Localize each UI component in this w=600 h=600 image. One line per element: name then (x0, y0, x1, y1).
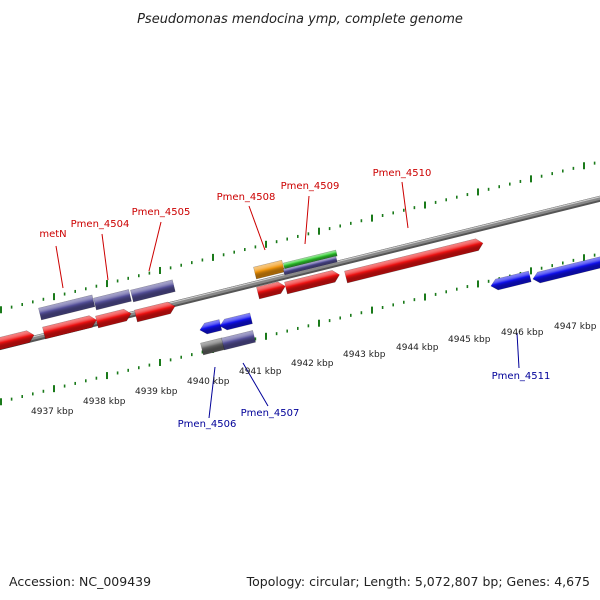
cog-pmen-4504-shade (93, 289, 132, 310)
cog-pmen-4509-purple-shade (283, 256, 338, 275)
cds-pmen-4511-shade (491, 271, 532, 290)
kbp-label: 4939 kbp (135, 387, 178, 397)
cds-pmen-4509 (284, 270, 340, 295)
kbp-label: 4946 kbp (501, 328, 544, 338)
cds-pmen-4504-shade (42, 315, 97, 339)
kbp-label: 4937 kbp (31, 407, 74, 417)
cds-pmen-4506-shade (200, 319, 222, 334)
kbp-label: 4942 kbp (291, 359, 334, 369)
leader-line-pmen-4511 (516, 332, 520, 369)
leader-line-pmen-4508 (248, 205, 266, 251)
kbp-label: 4944 kbp (396, 343, 439, 353)
gene-label-pmen-4508[interactable]: Pmen_4508 (217, 192, 276, 203)
leader-line-pmen-4506 (208, 366, 216, 419)
cds-pmen-4508 (256, 281, 286, 300)
cds-pmen-4504b-shade (95, 309, 131, 328)
gene-label-pmen-4510[interactable]: Pmen_4510 (373, 168, 432, 179)
cds-pmen-4507-shade (220, 312, 253, 330)
cog-metn (38, 294, 96, 321)
leader-line-pmen-4507 (242, 362, 269, 407)
cog-pmen-4507 (221, 330, 256, 351)
kbp-label: 4941 kbp (239, 367, 282, 377)
cds-pmen-4504 (42, 315, 97, 340)
kbp-tick-track (0, 161, 596, 406)
cog-pmen-4506-shade (200, 337, 225, 355)
cog-pmen-4508-shade (253, 260, 285, 279)
cog-metn-shade (38, 294, 95, 320)
cds-pmen-4511 (490, 270, 532, 291)
cds-pmen-4512 (532, 255, 600, 284)
cds-pmen-4504b (95, 308, 132, 329)
gene-label-pmen-4509[interactable]: Pmen_4509 (281, 181, 340, 192)
backbone-line (0, 195, 600, 349)
cog-pmen-4506 (200, 337, 226, 356)
gene-label-pmen-4504[interactable]: Pmen_4504 (71, 219, 130, 230)
lower-tick-track (0, 253, 596, 406)
leader-line-pmen-4505 (148, 221, 162, 272)
cds-pmen-4505-shade (134, 302, 175, 322)
leader-line-pmen-4510 (401, 181, 409, 229)
genome-title: Pseudomonas mendocina ymp, complete geno… (137, 12, 463, 27)
gene-label-pmen-4511[interactable]: Pmen_4511 (492, 371, 551, 382)
cds-pmen-4510-shade (344, 238, 483, 283)
cds-pmen-4506 (199, 319, 223, 335)
gene-label-pmen-4505[interactable]: Pmen_4505 (132, 207, 191, 218)
kbp-label: 4945 kbp (448, 335, 491, 345)
cog-pmen-4505-shade (130, 279, 176, 302)
cds-metn-adjacent (0, 330, 35, 351)
kbp-label: 4938 kbp (83, 397, 126, 407)
kbp-label: 4940 kbp (187, 377, 230, 387)
cds-pmen-4508-shade (256, 281, 286, 299)
kbp-label: 4947 kbp (554, 322, 597, 332)
kbp-label: 4943 kbp (343, 350, 386, 360)
cds-metn-adjacent-shade (0, 330, 34, 350)
cds-pmen-4512-shade (533, 255, 600, 283)
accession-text: Accession: NC_009439 (9, 574, 151, 589)
cds-pmen-4510 (344, 238, 484, 284)
gene-features (0, 238, 600, 356)
cog-pmen-4509-green-shade (283, 250, 338, 269)
cog-pmen-4509-green (282, 249, 338, 270)
leader-line-pmen-4504 (101, 233, 109, 281)
cds-pmen-4509-shade (284, 270, 340, 294)
leader-line-metN (55, 245, 64, 289)
gene-label-pmen-4507[interactable]: Pmen_4507 (241, 408, 300, 419)
leader-line-pmen-4509 (304, 195, 310, 245)
cds-pmen-4507 (219, 312, 253, 331)
gene-label-pmen-4506[interactable]: Pmen_4506 (178, 419, 237, 430)
kbp-scale-labels: 4937 kbp 4938 kbp 4939 kbp 4940 kbp 4941 kbp… (31, 322, 597, 417)
cog-pmen-4507-shade (221, 330, 256, 350)
gene-label-metN[interactable]: metN (39, 229, 66, 240)
cog-pmen-4505 (130, 279, 176, 303)
genome-summary-text: Topology: circular; Length: 5,072,807 bp… (246, 574, 590, 589)
cog-pmen-4504 (93, 289, 132, 311)
upper-tick-track (0, 161, 596, 314)
cds-pmen-4505 (134, 301, 176, 323)
cog-pmen-4509-purple (282, 255, 338, 276)
